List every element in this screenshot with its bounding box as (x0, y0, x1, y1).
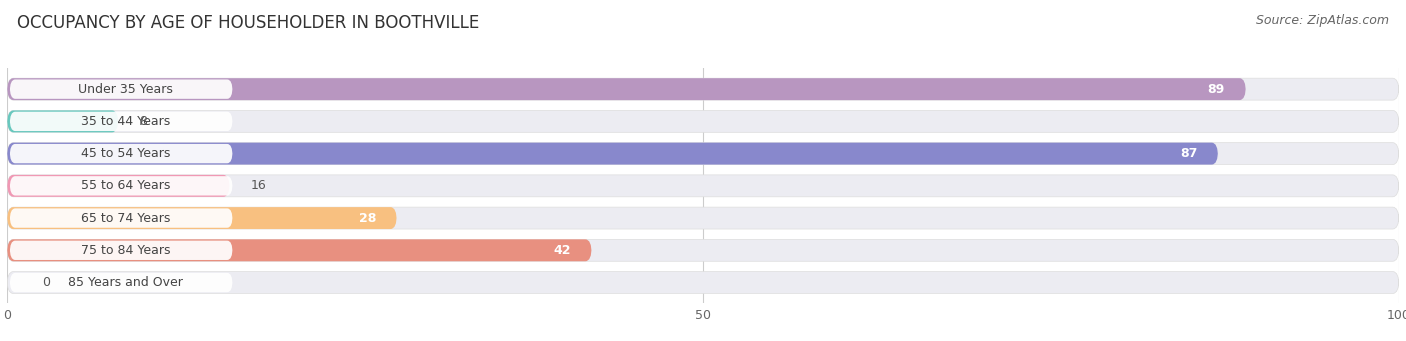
FancyBboxPatch shape (10, 273, 232, 292)
FancyBboxPatch shape (7, 78, 1246, 100)
FancyBboxPatch shape (10, 79, 232, 99)
Text: 85 Years and Over: 85 Years and Over (67, 276, 183, 289)
Text: Source: ZipAtlas.com: Source: ZipAtlas.com (1256, 14, 1389, 27)
FancyBboxPatch shape (10, 176, 232, 195)
Text: 0: 0 (42, 276, 49, 289)
Text: 89: 89 (1208, 83, 1225, 95)
Text: 55 to 64 Years: 55 to 64 Years (80, 179, 170, 192)
Text: 45 to 54 Years: 45 to 54 Years (80, 147, 170, 160)
Text: 65 to 74 Years: 65 to 74 Years (80, 211, 170, 225)
FancyBboxPatch shape (7, 239, 1399, 261)
FancyBboxPatch shape (7, 110, 118, 132)
FancyBboxPatch shape (7, 143, 1218, 165)
Text: 35 to 44 Years: 35 to 44 Years (80, 115, 170, 128)
FancyBboxPatch shape (7, 271, 1399, 294)
FancyBboxPatch shape (10, 112, 232, 131)
FancyBboxPatch shape (7, 175, 1399, 197)
FancyBboxPatch shape (10, 208, 232, 228)
Text: 75 to 84 Years: 75 to 84 Years (80, 244, 170, 257)
Text: Under 35 Years: Under 35 Years (77, 83, 173, 95)
FancyBboxPatch shape (7, 143, 1399, 165)
Text: OCCUPANCY BY AGE OF HOUSEHOLDER IN BOOTHVILLE: OCCUPANCY BY AGE OF HOUSEHOLDER IN BOOTH… (17, 14, 479, 32)
FancyBboxPatch shape (7, 110, 1399, 132)
FancyBboxPatch shape (10, 144, 232, 163)
FancyBboxPatch shape (7, 207, 1399, 229)
FancyBboxPatch shape (7, 239, 592, 261)
Text: 16: 16 (250, 179, 266, 192)
Text: 42: 42 (554, 244, 571, 257)
Text: 87: 87 (1180, 147, 1197, 160)
Text: 8: 8 (139, 115, 148, 128)
FancyBboxPatch shape (10, 241, 232, 260)
FancyBboxPatch shape (7, 175, 229, 197)
FancyBboxPatch shape (7, 207, 396, 229)
FancyBboxPatch shape (7, 78, 1399, 100)
Text: 28: 28 (359, 211, 375, 225)
